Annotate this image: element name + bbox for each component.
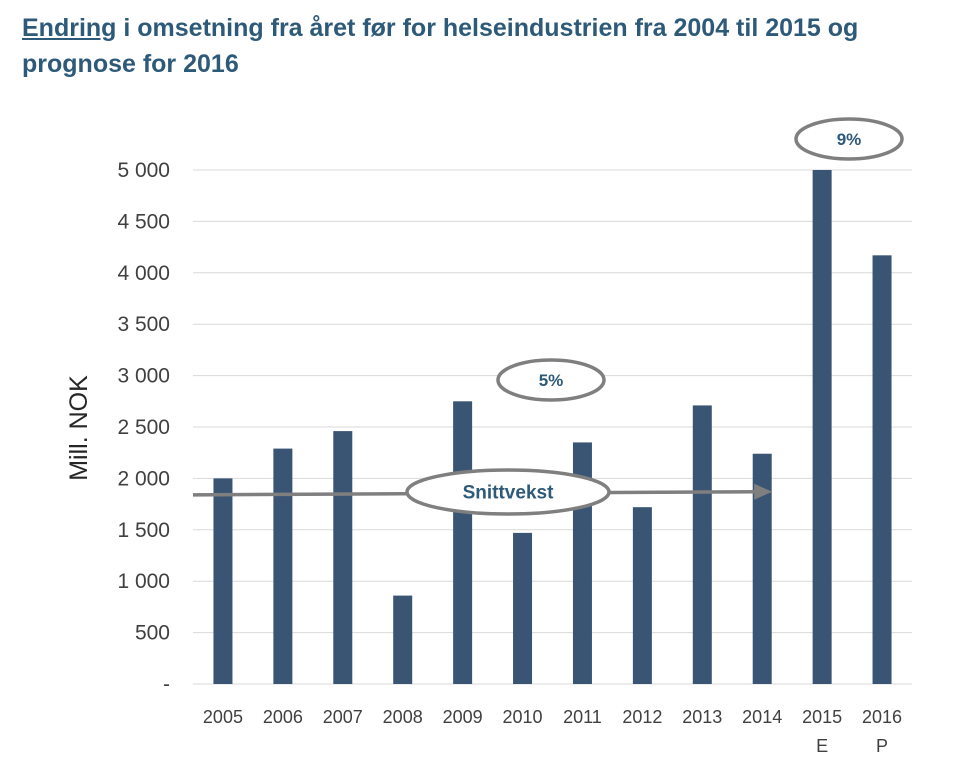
bar-2016 [872, 255, 892, 684]
chart-title-underlined: Endring [22, 14, 117, 42]
bar-2006 [273, 448, 293, 684]
annotation-ellipse [794, 117, 904, 161]
annotation-label: 9% [837, 130, 862, 149]
y-tick-label: 1 500 [117, 519, 170, 542]
x-tick-label: 2011 [563, 707, 602, 727]
bar-2008 [393, 595, 413, 684]
x-tick-label: 2015 [802, 707, 842, 727]
x-tick-label: 2006 [263, 707, 303, 727]
y-tick-label: 500 [135, 622, 170, 645]
bar-2012 [632, 507, 652, 684]
x-tick-label: 2013 [682, 707, 722, 727]
chart-title-rest: i omsetning fra året før for helseindust… [22, 14, 859, 78]
y-tick-label: 5 000 [117, 159, 170, 182]
y-tick-label: - [163, 673, 170, 696]
y-tick-label: 3 000 [117, 365, 170, 388]
bar-2010 [513, 532, 533, 684]
bar-2009 [453, 401, 473, 684]
bar-2005 [213, 478, 233, 684]
x-tick-sublabel: E [816, 736, 828, 756]
y-tick-label: 4 500 [117, 210, 170, 233]
annotation-ellipse [496, 358, 606, 402]
x-tick-label: 2014 [742, 707, 782, 727]
bar-2014 [752, 453, 772, 684]
annotation-label: Snittvekst [463, 483, 554, 504]
x-axis-ticks: 2005 2006 2007 2008 2009 2010 2011 2012 2013 2014… [203, 707, 902, 756]
x-tick-label: 2016 [862, 707, 902, 727]
bar-2015 [812, 170, 832, 684]
y-axis-ticks: - 500 1 000 1 500 2 000 2 500 3 000 3 500 4 000 4… [117, 159, 170, 696]
y-tick-label: 2 500 [117, 416, 170, 439]
x-tick-sublabel: P [876, 736, 888, 756]
y-tick-label: 3 500 [117, 313, 170, 336]
y-tick-label: 4 000 [117, 262, 170, 285]
y-axis-label: Mill. NOK [65, 375, 93, 481]
y-tick-label: 2 000 [117, 467, 170, 490]
x-tick-label: 2010 [503, 707, 543, 727]
x-tick-label: 2009 [443, 707, 483, 727]
bar-2007 [333, 431, 353, 684]
y-tick-label: 1 000 [117, 570, 170, 593]
bar-2013 [692, 405, 712, 684]
gridlines [193, 169, 912, 685]
annotation-label: 5% [539, 371, 564, 390]
x-tick-label: 2007 [323, 707, 363, 727]
x-tick-label: 2008 [383, 707, 423, 727]
x-tick-label: 2012 [622, 707, 662, 727]
annotation-ellipse [405, 468, 611, 516]
x-tick-label: 2005 [203, 707, 243, 727]
chart-title: Endring i omsetning fra året før for hel… [22, 10, 952, 82]
annotations: 5% 9% Snittvekst [192, 117, 904, 516]
trend-arrow-head [754, 483, 773, 500]
